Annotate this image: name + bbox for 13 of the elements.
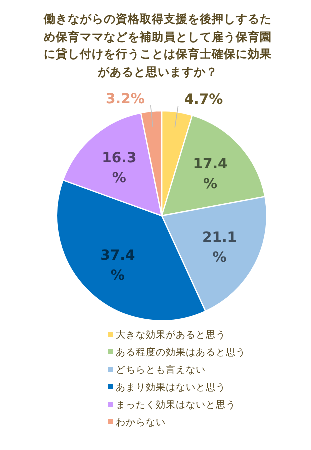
data-label: 17.4% bbox=[193, 156, 228, 193]
data-label: 21.1% bbox=[202, 230, 238, 266]
legend-label: あまり効果はないと思う bbox=[116, 382, 226, 394]
data-label: 37.4% bbox=[100, 248, 136, 284]
legend-label: まったく効果はないと思う bbox=[116, 399, 236, 411]
data-label: 16.3% bbox=[102, 150, 137, 187]
chart-title: 働きながらの資格取得支援を後押しするため保育ママなどを補助員として雇う保育園に貸し付けを行うことは保育士確保に効果があると思いますか？ bbox=[42, 11, 273, 80]
legend-label: わからない bbox=[116, 418, 166, 428]
legend-label: ある程度の効果はあると思う bbox=[116, 346, 246, 358]
data-label: 4.7% bbox=[184, 92, 224, 108]
legend-label: 大きな効果があると思う bbox=[116, 329, 226, 341]
data-label: 3.2% bbox=[106, 92, 145, 108]
legend-label: どちらとも言えない bbox=[116, 364, 206, 376]
